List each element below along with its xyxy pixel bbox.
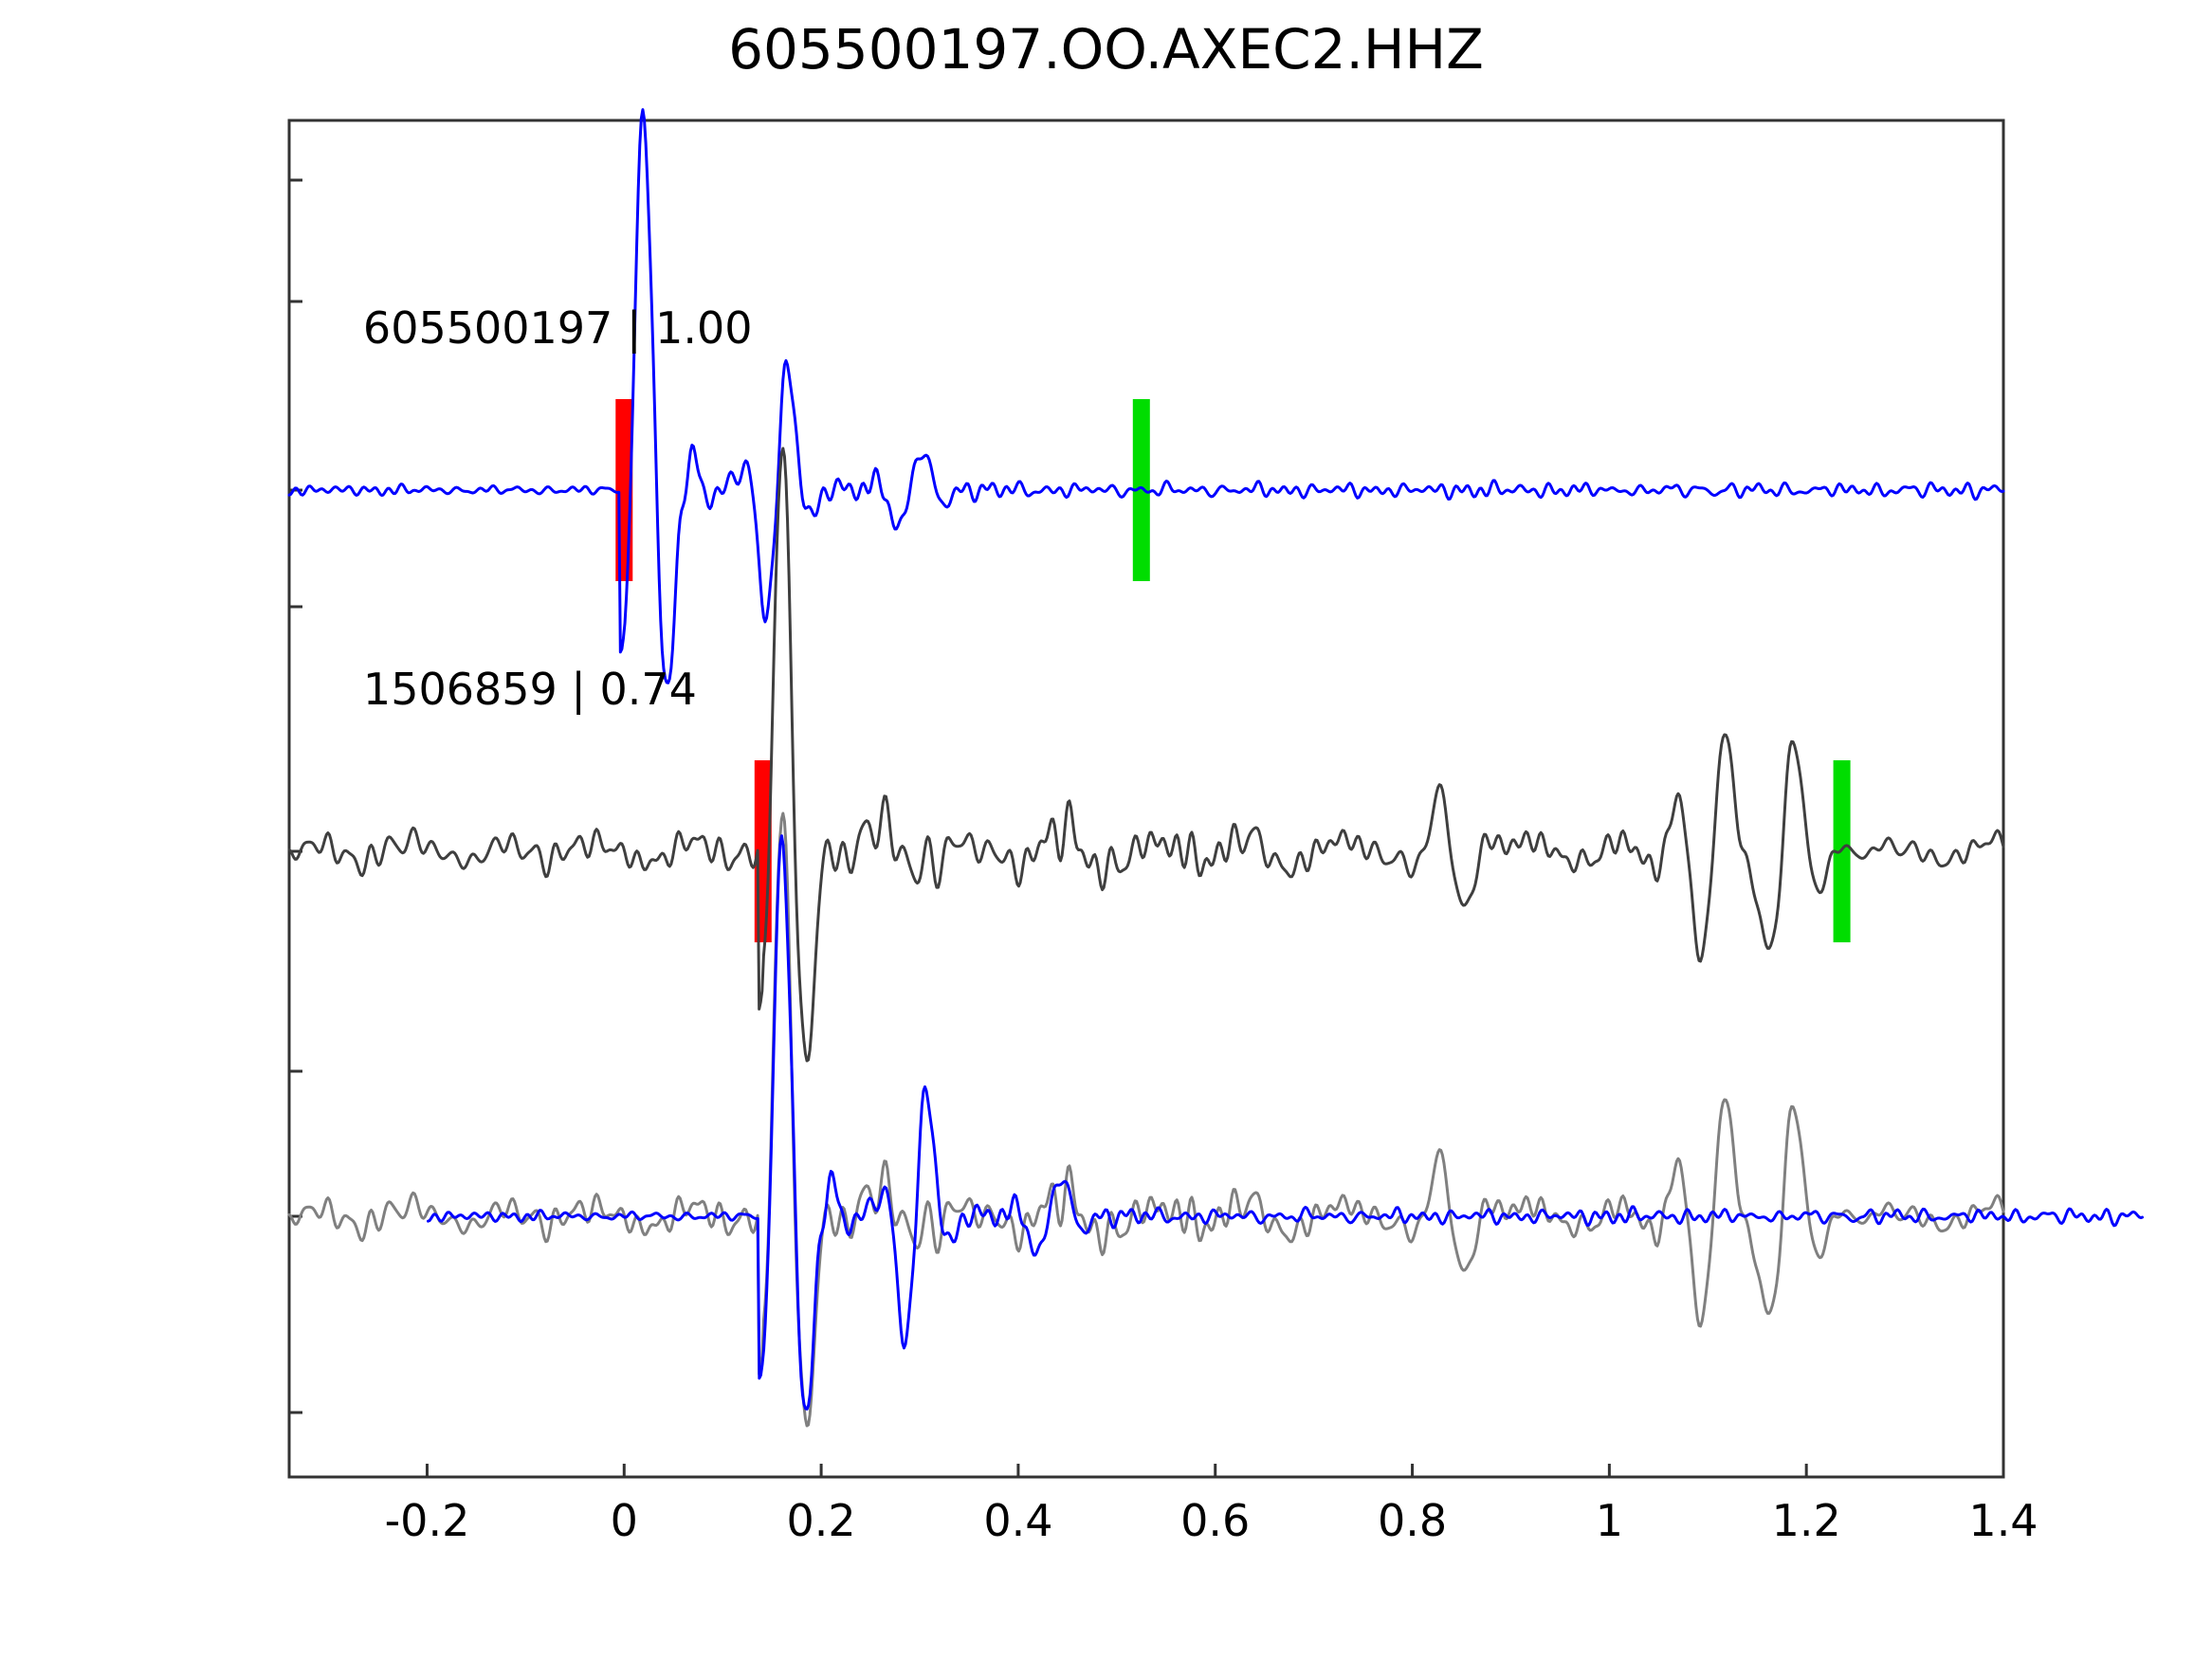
pick-green-marker	[1132, 399, 1150, 581]
x-tick-label: -0.2	[385, 1495, 470, 1546]
x-axis-ticks: -0.2 0 0.2 0.4 0.6 0.8 1 1.2 1.4	[385, 1464, 2038, 1546]
waveform-overlay-detection	[287, 811, 2005, 1428]
trace-label-detection-trace: 1506859 | 0.74	[363, 664, 697, 716]
waveform-detection-trace	[287, 447, 2005, 1063]
waveform-overlay-template	[427, 834, 2145, 1411]
axes-frame	[287, 118, 2005, 1479]
x-tick-label: 1	[1596, 1495, 1623, 1546]
x-tick-label: 0.4	[983, 1495, 1052, 1546]
x-tick-label: 0.8	[1378, 1495, 1447, 1546]
y-axis-ticks	[289, 178, 302, 1414]
x-tick-label: 0.6	[1180, 1495, 1250, 1546]
trace-labels: 605500197 | 1.00 1506859 | 0.74	[363, 302, 753, 716]
waveform-template-trace	[287, 108, 2005, 684]
chart-title: 605500197.OO.AXEC2.HHZ	[728, 17, 1484, 82]
x-tick-label: 1.4	[1968, 1495, 2038, 1546]
x-tick-label: 0.2	[787, 1495, 856, 1546]
trace-label-template-trace: 605500197 | 1.00	[363, 302, 753, 355]
x-tick-label: 1.2	[1772, 1495, 1841, 1546]
waveform-traces	[287, 108, 2145, 1428]
x-tick-label: 0	[611, 1495, 638, 1546]
